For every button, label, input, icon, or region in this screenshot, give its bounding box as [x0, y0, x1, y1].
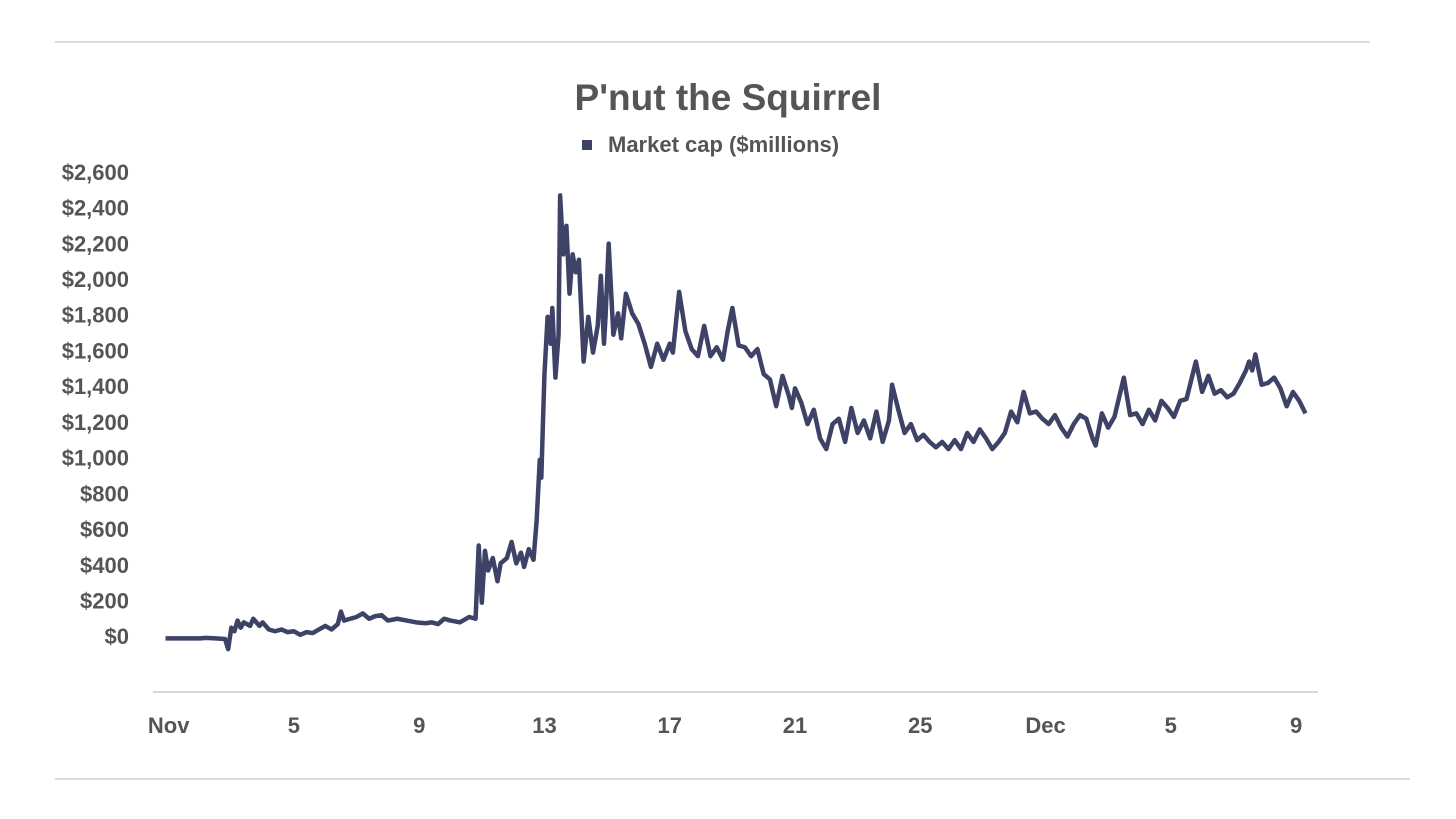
- y-tick-label: $2,000: [62, 267, 129, 292]
- y-tick-label: $1,400: [62, 374, 129, 399]
- line-series: [165, 193, 1308, 652]
- y-tick-label: $2,600: [62, 160, 129, 185]
- y-tick-label: $1,800: [62, 303, 129, 328]
- y-tick-label: $800: [80, 481, 129, 506]
- y-tick-label: $0: [105, 624, 129, 649]
- y-tick-label: $1,000: [62, 446, 129, 471]
- x-tick-label: 9: [1290, 713, 1302, 738]
- y-tick-label: $2,200: [62, 231, 129, 256]
- x-tick-label: 13: [532, 713, 556, 738]
- x-tick-label: 5: [1165, 713, 1177, 738]
- x-tick-label: 21: [783, 713, 807, 738]
- chart-title: P'nut the Squirrel: [575, 77, 882, 118]
- y-tick-label: $400: [80, 553, 129, 578]
- y-tick-label: $2,400: [62, 196, 129, 221]
- y-tick-label: $600: [80, 517, 129, 542]
- legend-label: Market cap ($millions): [608, 132, 839, 157]
- y-tick-label: $200: [80, 589, 129, 614]
- x-tick-label: 9: [413, 713, 425, 738]
- legend-marker: [582, 140, 592, 150]
- x-tick-label: Dec: [1025, 713, 1065, 738]
- y-tick-label: $1,200: [62, 410, 129, 435]
- x-tick-label: 25: [908, 713, 932, 738]
- x-tick-label: 17: [657, 713, 681, 738]
- x-tick-label: Nov: [148, 713, 190, 738]
- x-tick-label: 5: [288, 713, 300, 738]
- y-tick-label: $1,600: [62, 338, 129, 363]
